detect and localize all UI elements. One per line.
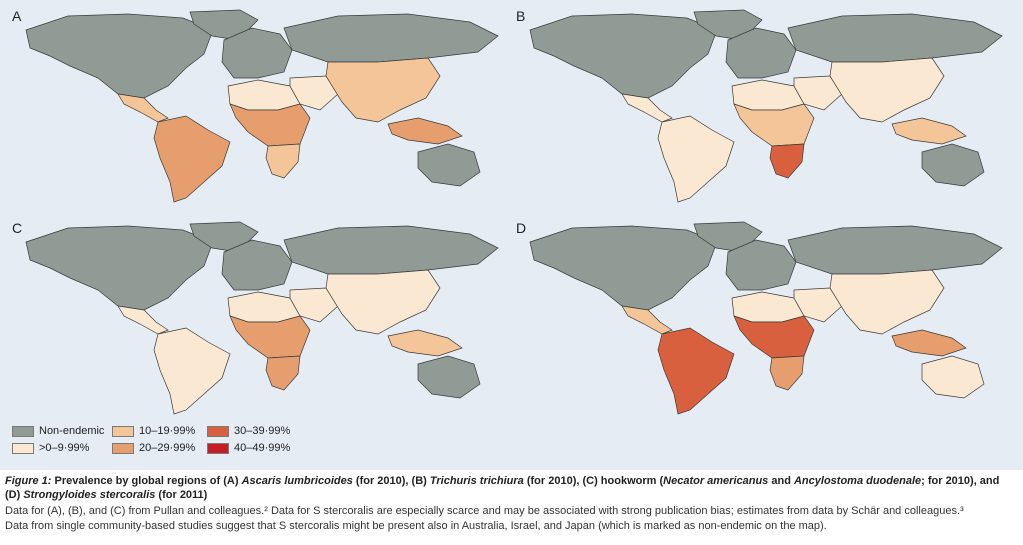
region-south-east-asia-mainland: [829, 269, 945, 335]
region-europe: [221, 239, 293, 291]
figure: A B C D Non-endemic >0–9·99% 10–19·99% 2…: [0, 0, 1023, 470]
region-central-america: [117, 93, 169, 123]
legend-item-40-50: 40–49·99%: [207, 441, 290, 455]
region-europe: [725, 27, 797, 79]
legend-item-non-endemic: Non-endemic: [12, 424, 104, 438]
region-south-america: [657, 115, 735, 203]
region-north-africa: [227, 291, 301, 323]
region-europe: [725, 239, 797, 291]
region-north-africa: [227, 79, 301, 111]
region-russia-north-asia: [283, 225, 499, 275]
region-central-africa: [229, 315, 311, 359]
map-legend: Non-endemic >0–9·99% 10–19·99% 20–29·99%…: [12, 424, 312, 464]
region-maritime-asia: [891, 117, 967, 145]
region-central-africa: [733, 315, 815, 359]
caption-species: Ascaris lumbricoides: [241, 475, 353, 487]
world-map-d: [529, 221, 1003, 415]
legend-label: 10–19·99%: [139, 425, 196, 437]
region-maritime-asia: [387, 329, 463, 357]
legend-item-20-30: 20–29·99%: [112, 441, 195, 455]
region-maritime-asia: [891, 329, 967, 357]
region-maritime-asia: [387, 117, 463, 145]
legend-label: Non-endemic: [39, 425, 105, 437]
region-central-america: [621, 93, 673, 123]
caption-species: Trichuris trichiura: [429, 475, 524, 487]
legend-swatch: [112, 425, 134, 437]
region-southern-africa: [265, 143, 301, 179]
world-map-b: [529, 9, 1003, 203]
caption-text: (for 2010), (C) hookworm (: [523, 475, 664, 487]
map-panel-d: D: [512, 218, 1010, 421]
map-panel-b: B: [512, 6, 1010, 209]
region-south-america: [153, 327, 231, 415]
figure-caption: Figure 1: Prevalence by global regions o…: [0, 470, 1023, 545]
world-map-c: [25, 221, 499, 415]
region-russia-north-asia: [283, 13, 499, 63]
region-south-east-asia-mainland: [325, 269, 441, 335]
region-australia: [417, 355, 481, 399]
map-panel-c: C: [8, 218, 506, 421]
region-north-america: [529, 13, 718, 99]
caption-title-line-1: Figure 1: Prevalence by global regions o…: [5, 475, 999, 487]
caption-text: ; for 2010), and: [921, 475, 1000, 487]
map-panel-a: A: [8, 6, 506, 209]
caption-species: Strongyloides stercoralis: [23, 489, 156, 501]
caption-species: Ancylostoma duodenale: [793, 475, 922, 487]
legend-label: >0–9·99%: [39, 442, 90, 454]
legend-item-0-10: >0–9·99%: [12, 441, 89, 455]
region-north-america: [25, 225, 214, 311]
region-australia: [921, 143, 985, 187]
caption-title-line-2: (D) Strongyloides stercoralis (for 2011): [5, 489, 207, 501]
legend-swatch: [112, 442, 134, 454]
world-map-a: [25, 9, 499, 203]
region-europe: [221, 27, 293, 79]
legend-item-30-40: 30–39·99%: [207, 424, 290, 438]
caption-text: and: [768, 475, 794, 487]
legend-label: 30–39·99%: [234, 425, 291, 437]
region-central-africa: [229, 103, 311, 147]
legend-swatch: [207, 442, 229, 454]
region-australia: [921, 355, 985, 399]
region-southern-africa: [265, 355, 301, 391]
region-south-east-asia-mainland: [829, 57, 945, 123]
legend-label: 20–29·99%: [139, 442, 196, 454]
caption-body-line-1: Data for (A), (B), and (C) from Pullan a…: [5, 505, 964, 517]
region-north-america: [529, 225, 718, 311]
legend-item-10-20: 10–19·99%: [112, 424, 195, 438]
region-south-america: [153, 115, 231, 203]
region-north-america: [25, 13, 214, 99]
region-north-africa: [731, 291, 805, 323]
region-australia: [417, 143, 481, 187]
region-central-africa: [733, 103, 815, 147]
legend-label: 40–49·99%: [234, 442, 291, 454]
caption-text: (for 2011): [155, 489, 208, 501]
region-russia-north-asia: [787, 13, 1003, 63]
region-southern-africa: [769, 143, 805, 179]
region-central-america: [117, 305, 169, 335]
region-russia-north-asia: [787, 225, 1003, 275]
caption-text: Prevalence by global regions of (A): [51, 475, 242, 487]
region-north-africa: [731, 79, 805, 111]
caption-body-line-2: Data from single community-based studies…: [5, 520, 827, 532]
region-southern-africa: [769, 355, 805, 391]
panel-letter-b: B: [516, 8, 526, 24]
caption-species: Necator americanus: [663, 475, 769, 487]
caption-text: (for 2010), (B): [352, 475, 430, 487]
panel-letter-d: D: [516, 220, 527, 236]
legend-swatch: [12, 425, 34, 437]
region-south-east-asia-mainland: [325, 57, 441, 123]
panel-letter-a: A: [12, 8, 22, 24]
legend-swatch: [12, 442, 34, 454]
region-south-america: [657, 327, 735, 415]
region-central-america: [621, 305, 673, 335]
caption-figure-label: Figure 1:: [5, 475, 52, 487]
panel-letter-c: C: [12, 220, 23, 236]
legend-swatch: [207, 425, 229, 437]
caption-text: (D): [5, 489, 24, 501]
